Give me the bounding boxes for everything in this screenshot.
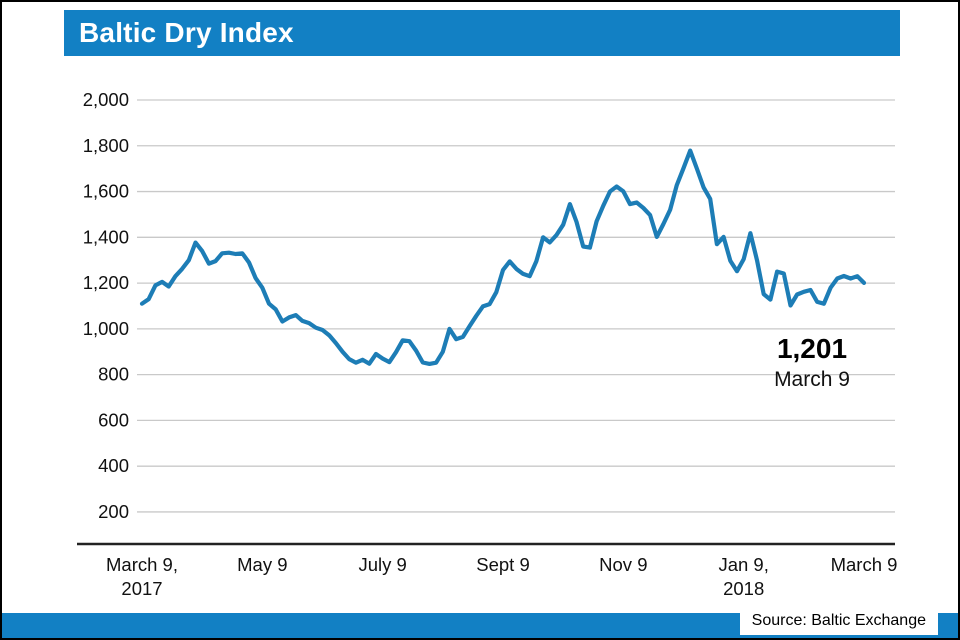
x-axis-tick-label: Nov 9 <box>599 554 647 575</box>
x-axis-tick-label: 2018 <box>723 578 764 599</box>
y-axis-tick-label: 400 <box>98 455 129 476</box>
x-axis-tick-label: Sept 9 <box>476 554 530 575</box>
y-axis-tick-label: 2,000 <box>83 89 129 110</box>
x-axis-tick-label: Jan 9, <box>718 554 768 575</box>
last-value: 1,201 <box>776 333 848 364</box>
last-value-annotation: 1,201 March 9 <box>730 333 894 392</box>
source-label: Source: Baltic Exchange <box>751 612 926 629</box>
bdi-line-series <box>139 148 867 366</box>
y-axis-tick-label: 1,000 <box>83 318 129 339</box>
source-box: Source: Baltic Exchange <box>739 608 938 635</box>
x-axis-tick-label: July 9 <box>359 554 407 575</box>
x-axis-tick-label: March 9, <box>106 554 178 575</box>
x-axis-tick-label: March 9 <box>831 554 898 575</box>
y-axis-tick-label: 1,600 <box>83 181 129 202</box>
chart-title: Baltic Dry Index <box>79 17 294 48</box>
y-axis-tick-label: 800 <box>98 364 129 385</box>
x-axis-tick-label: 2017 <box>121 578 162 599</box>
y-axis-tick-label: 200 <box>98 501 129 522</box>
x-axis-tick-label: May 9 <box>237 554 287 575</box>
y-axis-tick-label: 600 <box>98 409 129 430</box>
y-axis-tick-label: 1,200 <box>83 272 129 293</box>
bottom-accent-bar: Source: Baltic Exchange <box>2 608 958 638</box>
last-value-date: March 9 <box>774 368 850 392</box>
y-axis-tick-label: 1,400 <box>83 226 129 247</box>
y-axis-tick-label: 1,800 <box>83 135 129 156</box>
chart-header: Baltic Dry Index <box>64 10 900 56</box>
